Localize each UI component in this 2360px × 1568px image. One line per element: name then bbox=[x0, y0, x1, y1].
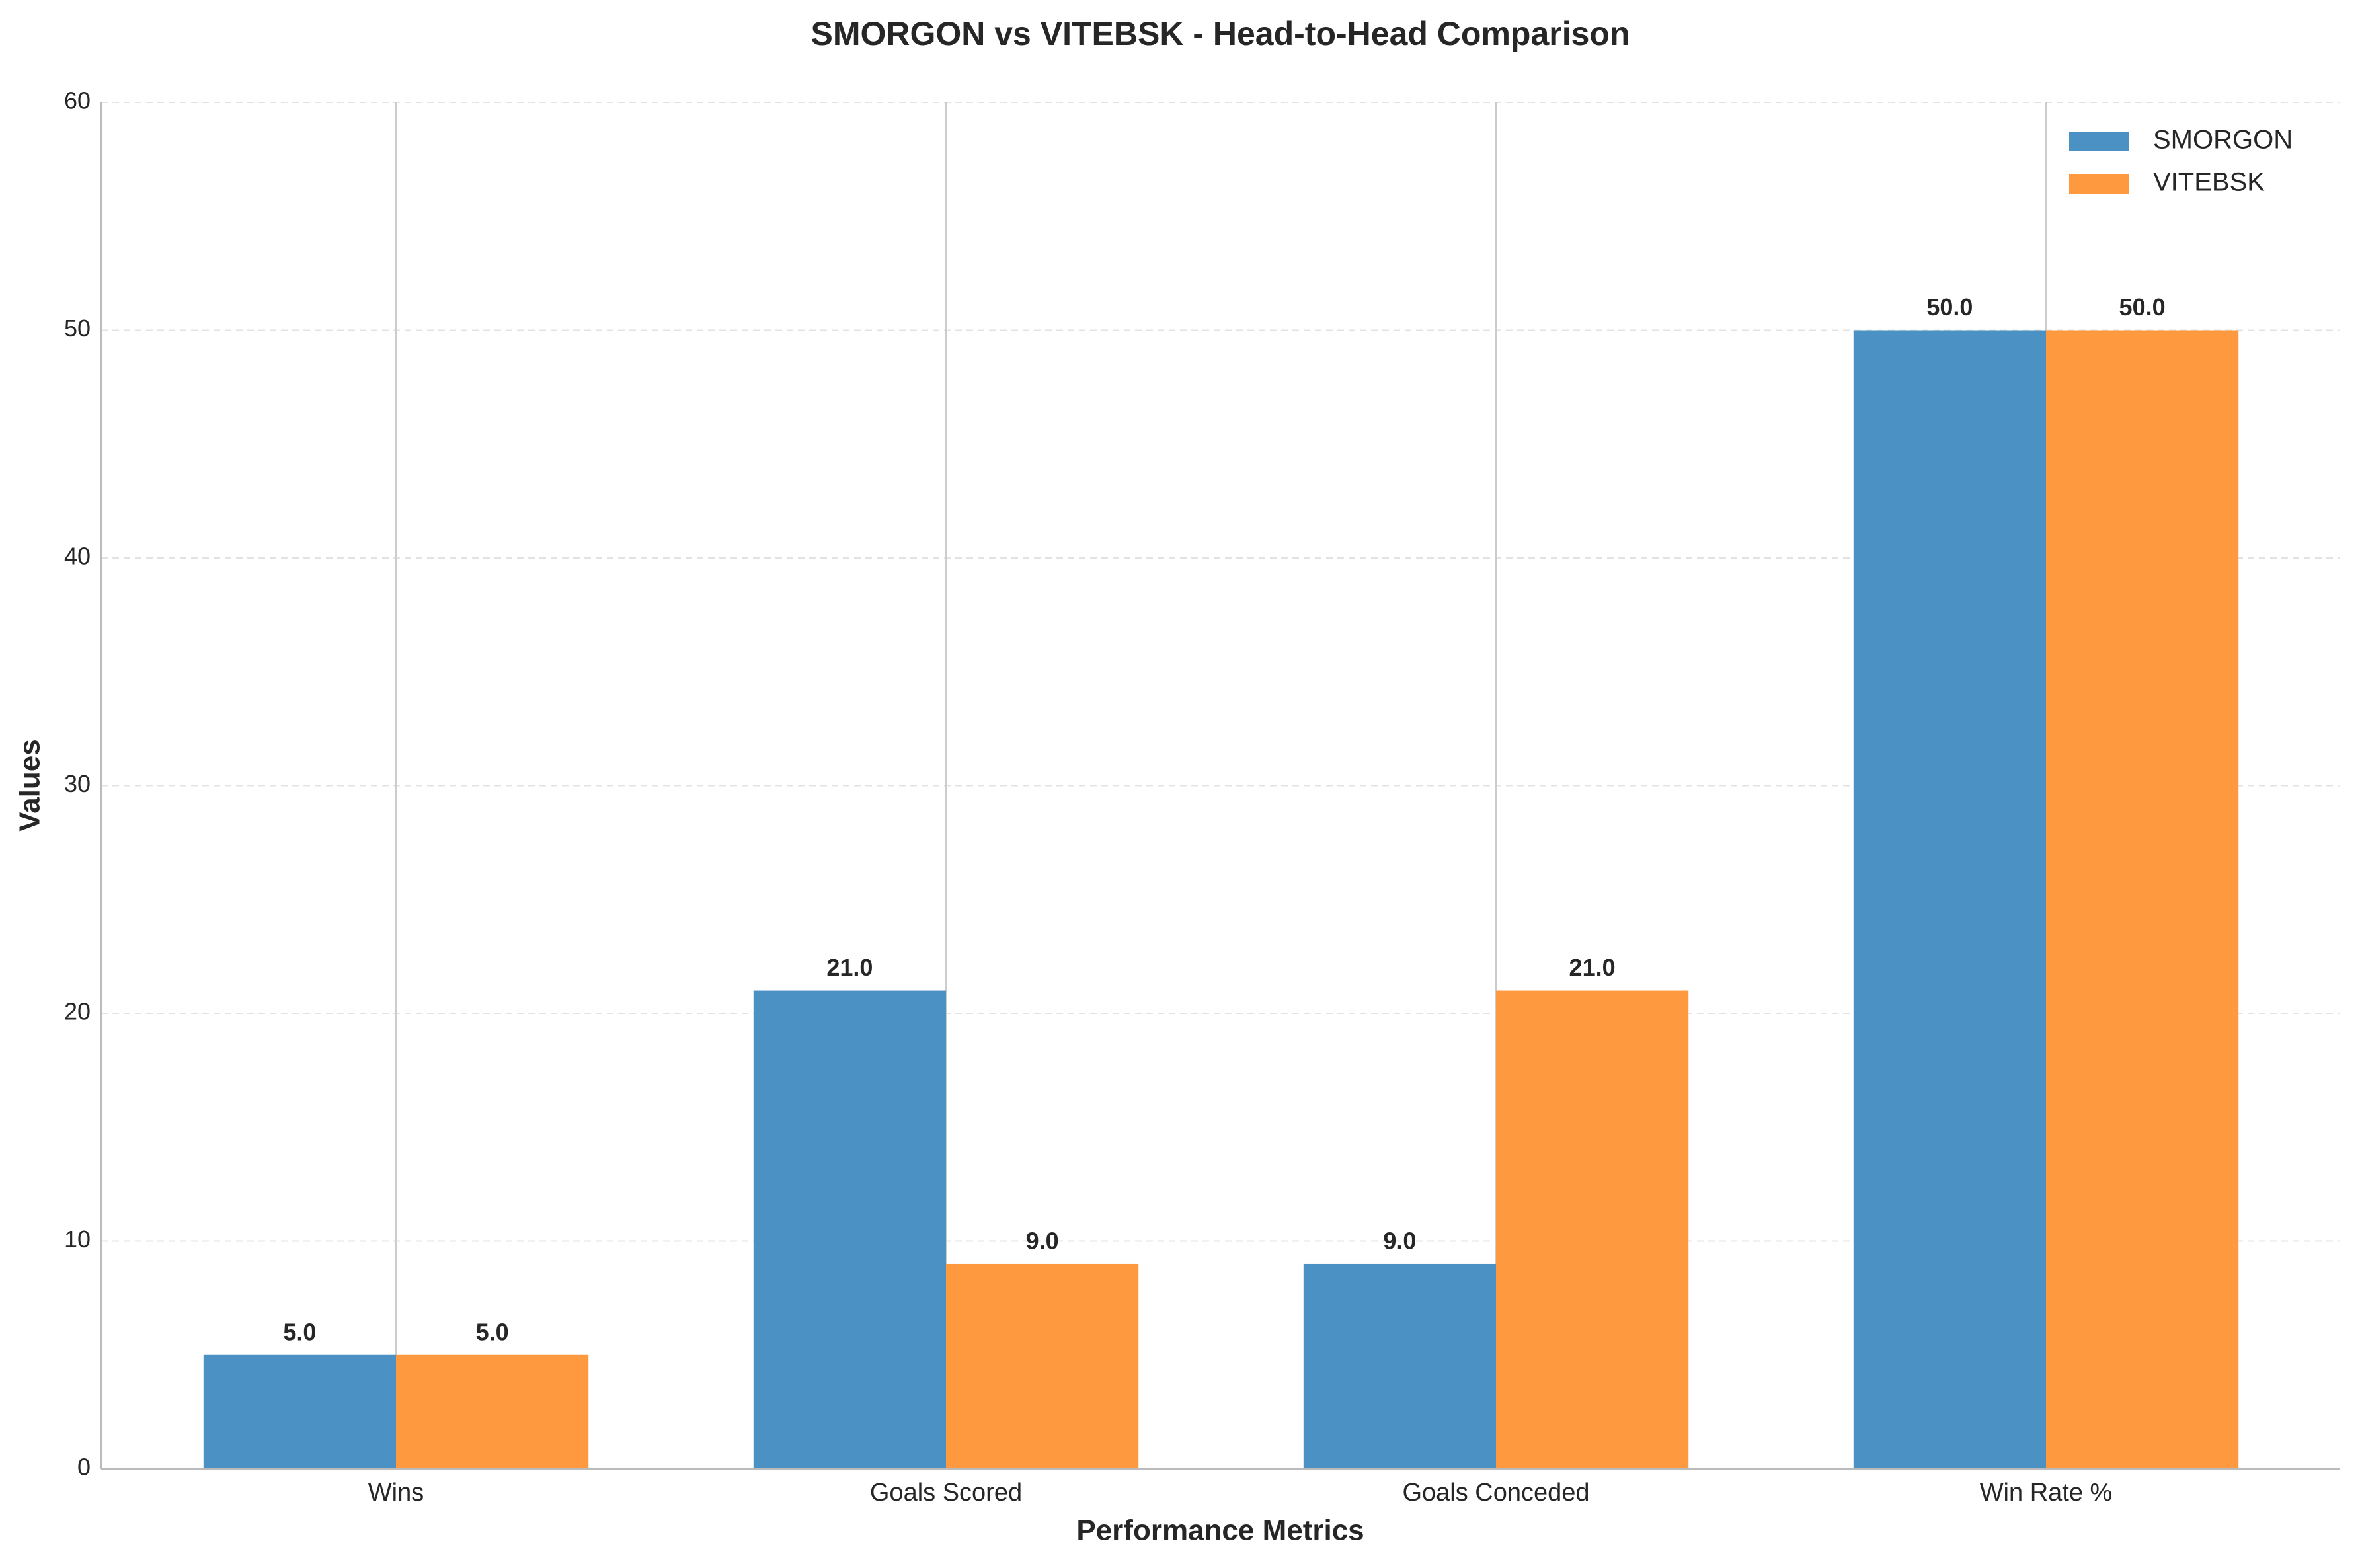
value-label: 5.0 bbox=[283, 1318, 316, 1345]
y-tick-label: 0 bbox=[77, 1454, 91, 1481]
y-tick-label: 30 bbox=[64, 770, 91, 797]
x-axis-label: Performance Metrics bbox=[1076, 1514, 1364, 1547]
bar bbox=[2046, 330, 2239, 1469]
bar bbox=[946, 1263, 1139, 1469]
bar bbox=[1496, 990, 1689, 1469]
value-label: 21.0 bbox=[1569, 954, 1616, 981]
value-label: 9.0 bbox=[1026, 1227, 1059, 1254]
x-tick-label: Wins bbox=[368, 1479, 424, 1507]
y-axis-label: Values bbox=[14, 739, 46, 831]
y-tick-label: 60 bbox=[64, 87, 91, 114]
y-tick-label: 20 bbox=[64, 998, 91, 1025]
x-tick-label: Goals Conceded bbox=[1402, 1479, 1589, 1507]
legend-swatch bbox=[2069, 132, 2129, 151]
bar bbox=[396, 1354, 589, 1469]
x-tick-label: Win Rate % bbox=[1980, 1479, 2113, 1507]
y-tick-label: 40 bbox=[64, 543, 91, 570]
value-label: 50.0 bbox=[2119, 294, 2166, 321]
value-label: 9.0 bbox=[1383, 1227, 1416, 1254]
bar bbox=[1853, 330, 2046, 1469]
y-tick-label: 10 bbox=[64, 1226, 91, 1253]
chart-title: SMORGON vs VITEBSK - Head-to-Head Compar… bbox=[810, 15, 1630, 52]
bar bbox=[753, 990, 946, 1469]
x-tick-label: Goals Scored bbox=[870, 1479, 1022, 1507]
legend-label: VITEBSK bbox=[2153, 168, 2265, 197]
y-tick-label: 50 bbox=[64, 315, 91, 342]
bar bbox=[1303, 1263, 1496, 1469]
value-label: 5.0 bbox=[476, 1318, 509, 1345]
legend-swatch bbox=[2069, 174, 2129, 194]
bar bbox=[203, 1354, 396, 1469]
legend-label: SMORGON bbox=[2153, 126, 2293, 155]
value-label: 50.0 bbox=[1926, 294, 1973, 321]
value-label: 21.0 bbox=[826, 954, 873, 981]
